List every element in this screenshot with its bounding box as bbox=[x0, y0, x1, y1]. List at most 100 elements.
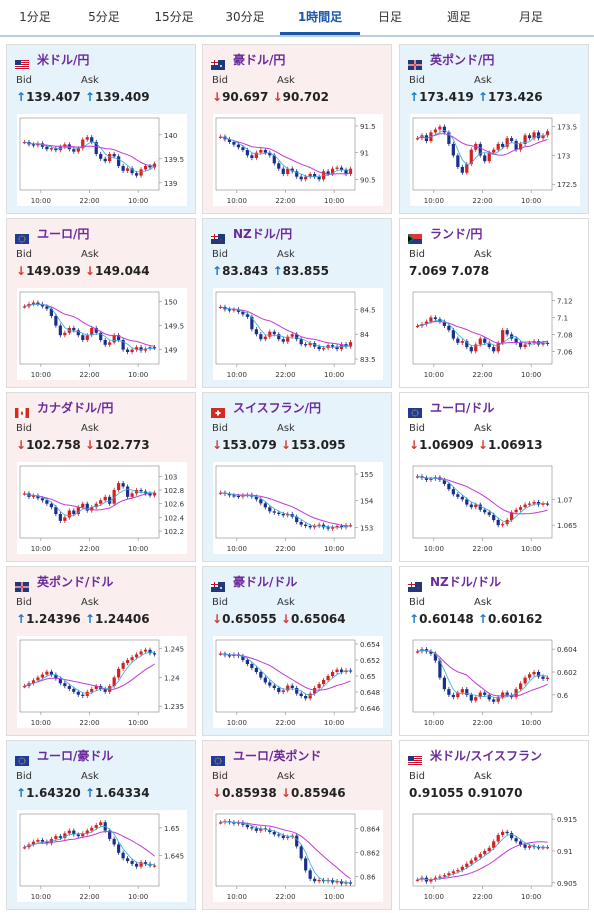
candle-body bbox=[245, 824, 249, 828]
rate-card[interactable]: 米ドル/スイスフラン Bid Ask 0.91055 0.91070 0.915 0.91… bbox=[399, 740, 589, 910]
tab-5[interactable]: 日足 bbox=[377, 10, 402, 24]
candle-body bbox=[72, 830, 76, 835]
candle-body bbox=[313, 526, 317, 528]
pair-name[interactable]: ユーロ/英ポンド bbox=[233, 749, 322, 763]
eu-au-flag-icon bbox=[15, 751, 29, 766]
candle-body bbox=[232, 309, 236, 311]
candle-body bbox=[152, 492, 157, 496]
price-chart[interactable]: 7.12 7.1 7.08 7.06 10:00 22:00 10:00 bbox=[410, 288, 580, 380]
candle-body bbox=[447, 484, 451, 490]
bid-arrow-icon: ↓ bbox=[16, 438, 27, 452]
rate-card[interactable]: NZドル/円 Bid Ask ↑83.843 ↑83.855 84.5 84 83.5 10:… bbox=[202, 218, 392, 388]
rate-card[interactable]: 英ポンド/ドル Bid Ask ↑1.24396 ↑1.24406 1.245 1.24 1… bbox=[6, 566, 196, 736]
rate-card[interactable]: ユーロ/英ポンド Bid Ask ↓0.85938 ↓0.85946 0.864 0.86… bbox=[202, 740, 392, 910]
rate-card[interactable]: スイスフラン/円 Bid Ask ↓153.079 ↓153.095 155 154 153… bbox=[202, 392, 392, 562]
candle-body bbox=[536, 847, 541, 849]
candle-body bbox=[299, 176, 303, 180]
rate-card[interactable]: ユーロ/円 Bid Ask ↓149.039 ↓149.044 150 149.5 149 1… bbox=[6, 218, 196, 388]
ask-label: Ask bbox=[277, 75, 295, 86]
candle-body bbox=[514, 338, 518, 343]
pair-name[interactable]: ユーロ/ドル bbox=[430, 401, 495, 415]
bid-label: Bid bbox=[16, 249, 32, 260]
rate-card[interactable]: NZドル/ドル Bid Ask ↑0.60148 ↑0.60162 0.604 0.602… bbox=[399, 566, 589, 736]
candle-body bbox=[112, 154, 116, 157]
price-chart[interactable]: 0.864 0.862 0.86 10:00 22:00 10:00 bbox=[213, 810, 383, 902]
tab-0[interactable]: 1分足 bbox=[19, 10, 51, 24]
tab-3[interactable]: 30分足 bbox=[225, 10, 265, 24]
pair-name[interactable]: カナダドル/円 bbox=[37, 401, 114, 415]
candle-body bbox=[460, 341, 464, 343]
candle-body bbox=[40, 840, 45, 842]
price-chart[interactable]: 140 139.5 139 10:00 22:00 10:00 bbox=[17, 114, 187, 206]
rate-card[interactable]: 英ポンド/円 Bid Ask ↑173.419 ↑173.426 173.5 173 172… bbox=[399, 44, 589, 214]
pair-name[interactable]: 米ドル/スイスフラン bbox=[430, 749, 543, 763]
rate-card[interactable]: カナダドル/円 Bid Ask ↓102.758 ↓102.773 103 102.8 10… bbox=[6, 392, 196, 562]
pair-name[interactable]: NZドル/円 bbox=[233, 227, 293, 241]
ask-value: 1.64334 bbox=[94, 786, 150, 800]
candle-body bbox=[139, 347, 143, 351]
price-chart[interactable]: 84.5 84 83.5 10:00 22:00 10:00 bbox=[213, 288, 383, 380]
quotes: ↓149.039 ↓149.044 bbox=[16, 264, 150, 278]
candle-body bbox=[272, 331, 276, 335]
pair-name[interactable]: 英ポンド/ドル bbox=[37, 575, 114, 589]
price-chart[interactable]: 150 149.5 149 10:00 22:00 10:00 bbox=[17, 288, 187, 380]
pair-name[interactable]: 米ドル/円 bbox=[37, 53, 90, 67]
nz-flag-icon bbox=[211, 229, 225, 244]
candle-body bbox=[40, 674, 45, 678]
y-tick-label: 0.905 bbox=[557, 880, 577, 888]
price-chart[interactable]: 1.245 1.24 1.235 10:00 22:00 10:00 bbox=[17, 636, 187, 728]
price-chart[interactable]: 1.65 1.645 10:00 22:00 10:00 bbox=[17, 810, 187, 902]
rate-card[interactable]: 豪ドル/ドル Bid Ask ↓0.65055 ↓0.65064 0.654 0.652 0… bbox=[202, 566, 392, 736]
tab-7[interactable]: 月足 bbox=[518, 10, 543, 24]
ask-value: 173.426 bbox=[487, 90, 543, 104]
candle-body bbox=[268, 682, 272, 686]
candle-body bbox=[433, 317, 438, 320]
tab-4[interactable]: 1時間足 bbox=[280, 0, 360, 35]
price-chart[interactable]: 0.654 0.652 0.65 0.648 0.646 10:00 22:00 10:00 bbox=[213, 636, 383, 728]
candle-body bbox=[277, 163, 281, 169]
rate-card[interactable]: ユーロ/ドル Bid Ask ↓1.06909 ↓1.06913 1.07 1.065 10… bbox=[399, 392, 589, 562]
x-tick-label: 10:00 bbox=[521, 893, 541, 901]
y-tick-label: 91 bbox=[360, 150, 369, 158]
y-tick-label: 0.6 bbox=[557, 692, 569, 700]
tab-1[interactable]: 5分足 bbox=[88, 10, 120, 24]
price-chart[interactable]: 103 102.8 102.6 102.4 102.2 10:00 22:00 10:00 bbox=[17, 462, 187, 554]
pair-name[interactable]: スイスフラン/円 bbox=[233, 401, 322, 415]
ask-value: 149.044 bbox=[94, 264, 150, 278]
candle-body bbox=[268, 152, 272, 156]
candle-body bbox=[322, 680, 326, 684]
price-chart[interactable]: 91.5 91 90.5 10:00 22:00 10:00 bbox=[213, 114, 383, 206]
x-tick-label: 10:00 bbox=[324, 371, 344, 379]
rate-card[interactable]: ランド/円 Bid Ask 7.069 7.078 7.12 7.1 7.08 7.06 10:… bbox=[399, 218, 589, 388]
pair-name[interactable]: ユーロ/円 bbox=[37, 227, 90, 241]
tab-2[interactable]: 15分足 bbox=[154, 10, 194, 24]
pair-name[interactable]: NZドル/ドル bbox=[430, 575, 502, 589]
candle-body bbox=[250, 827, 254, 829]
ma-long-line bbox=[24, 830, 155, 857]
candle-body bbox=[121, 852, 125, 859]
rate-card[interactable]: 豪ドル/円 Bid Ask ↓90.697 ↓90.702 91.5 91 90.5 10:0… bbox=[202, 44, 392, 214]
price-chart[interactable]: 155 154 153 10:00 22:00 10:00 bbox=[213, 462, 383, 554]
pair-name[interactable]: 豪ドル/ドル bbox=[233, 575, 298, 589]
pair-name[interactable]: 英ポンド/円 bbox=[430, 53, 495, 67]
price-chart[interactable]: 0.604 0.602 0.6 10:00 22:00 10:00 bbox=[410, 636, 580, 728]
candle-body bbox=[527, 845, 532, 848]
candle-body bbox=[469, 149, 473, 165]
candle-body bbox=[313, 688, 317, 694]
price-chart[interactable]: 173.5 173 172.5 10:00 22:00 10:00 bbox=[410, 114, 580, 206]
tab-6[interactable]: 週足 bbox=[446, 10, 471, 24]
candle-body bbox=[134, 173, 139, 176]
pair-name[interactable]: ランド/円 bbox=[430, 227, 483, 241]
candle-body bbox=[335, 167, 339, 169]
candle-body bbox=[103, 158, 107, 162]
bid-value: 139.407 bbox=[26, 90, 81, 104]
pair-name[interactable]: ユーロ/豪ドル bbox=[37, 749, 114, 763]
rate-card[interactable]: ユーロ/豪ドル Bid Ask ↑1.64320 ↑1.64334 1.65 1.645 1… bbox=[6, 740, 196, 910]
candle-body bbox=[536, 502, 541, 505]
pair-name[interactable]: 豪ドル/円 bbox=[233, 53, 286, 67]
candle-body bbox=[304, 696, 308, 699]
price-chart[interactable]: 0.915 0.91 0.905 10:00 22:00 10:00 bbox=[410, 810, 580, 902]
candle-body bbox=[281, 168, 285, 174]
price-chart[interactable]: 1.07 1.065 10:00 22:00 10:00 bbox=[410, 462, 580, 554]
rate-card[interactable]: 米ドル/円 Bid Ask ↑139.407 ↑139.409 140 139.5 139 1… bbox=[6, 44, 196, 214]
